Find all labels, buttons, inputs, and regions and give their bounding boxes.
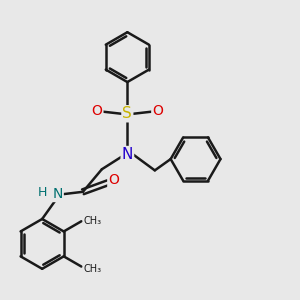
Text: O: O bbox=[152, 104, 163, 118]
Text: O: O bbox=[92, 104, 102, 118]
Text: N: N bbox=[122, 147, 133, 162]
Text: CH₃: CH₃ bbox=[83, 216, 101, 226]
Text: N: N bbox=[52, 187, 63, 201]
Text: S: S bbox=[122, 106, 132, 121]
Text: H: H bbox=[38, 186, 48, 199]
Text: CH₃: CH₃ bbox=[83, 264, 101, 274]
Text: O: O bbox=[108, 173, 119, 188]
